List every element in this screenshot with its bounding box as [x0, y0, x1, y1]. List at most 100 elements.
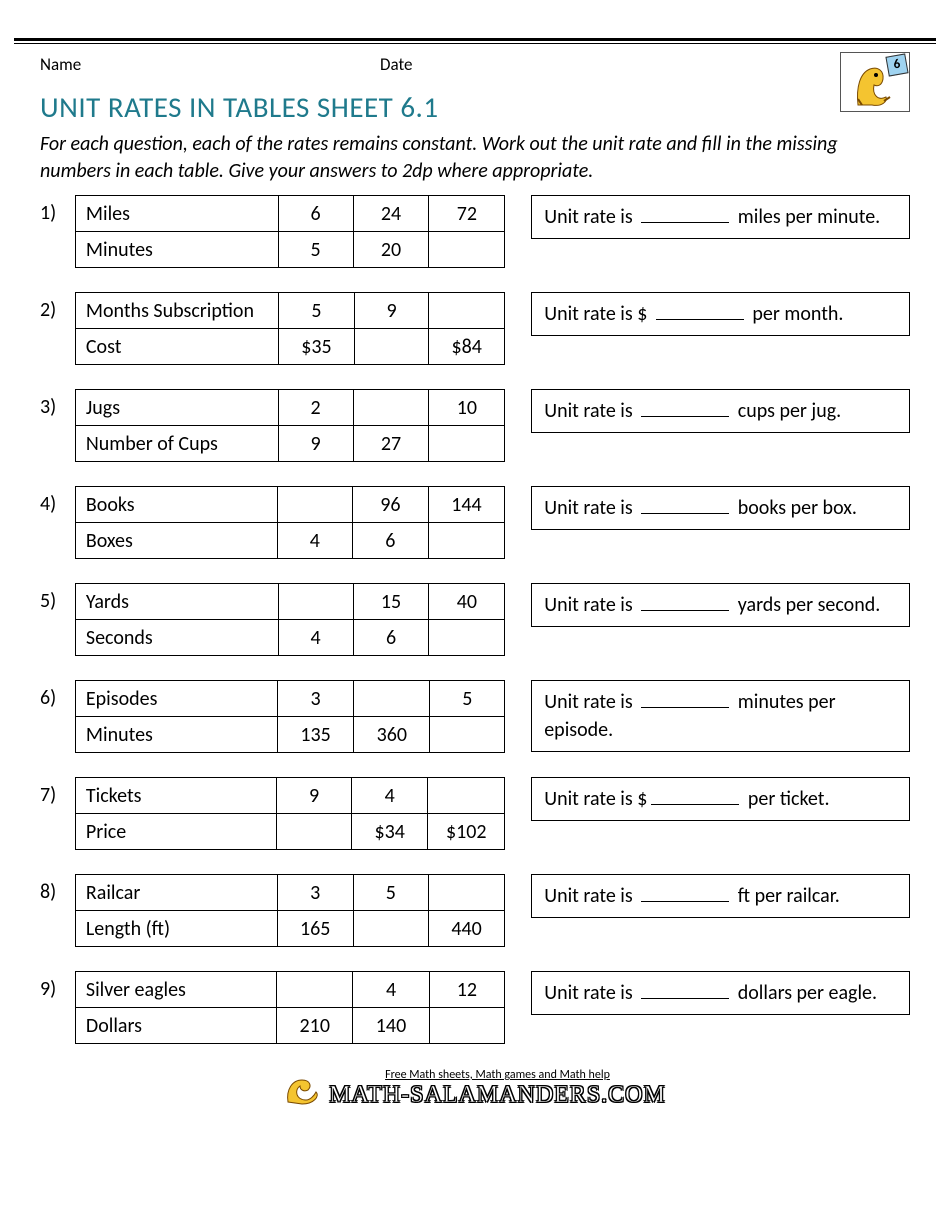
- answer-box: Unit rate is $ per month.: [531, 292, 910, 336]
- row-label: Books: [75, 487, 277, 523]
- row-label: Silver eagles: [75, 972, 276, 1008]
- table-cell: [429, 232, 505, 268]
- answer-blank[interactable]: [641, 882, 729, 902]
- question-row: 6)Episodes35Minutes135360Unit rate is mi…: [40, 680, 910, 753]
- question-number: 6): [40, 680, 75, 710]
- answer-prefix: Unit rate is: [544, 496, 637, 520]
- table-cell: 27: [353, 426, 429, 462]
- answer-suffix: miles per minute.: [733, 205, 880, 229]
- table-row: Railcar35: [75, 875, 504, 911]
- table-cell: 72: [429, 196, 505, 232]
- rate-table: Yards1540Seconds46: [75, 583, 505, 656]
- table-cell: 135: [277, 717, 353, 753]
- row-label: Price: [75, 814, 276, 850]
- table-row: Boxes46: [75, 523, 504, 559]
- row-label: Length (ft): [75, 911, 277, 947]
- table-cell: 24: [353, 196, 429, 232]
- table-cell: 9: [277, 778, 352, 814]
- row-label: Miles: [75, 196, 278, 232]
- table-cell: 6: [278, 196, 353, 232]
- table-row: Silver eagles 412: [75, 972, 504, 1008]
- table-cell: 4: [352, 778, 428, 814]
- question-row: 4)Books96144Boxes46Unit rate is books pe…: [40, 486, 910, 559]
- footer-brand: MATH-SALAMANDERS.COM: [329, 1082, 666, 1109]
- answer-blank[interactable]: [641, 203, 729, 223]
- answer-box: Unit rate is miles per minute.: [531, 195, 910, 239]
- table-cell: $84: [429, 329, 505, 365]
- row-label: Minutes: [75, 232, 278, 268]
- table-row: Minutes135360: [75, 717, 504, 753]
- answer-prefix: Unit rate is: [544, 593, 637, 617]
- question-number: 3): [40, 389, 75, 419]
- table-cell: [430, 717, 505, 753]
- table-cell: 3: [277, 681, 353, 717]
- instructions-text: For each question, each of the rates rem…: [40, 131, 910, 185]
- table-cell: [429, 620, 505, 656]
- answer-box: Unit rate is yards per second.: [531, 583, 910, 627]
- row-label: Seconds: [75, 620, 278, 656]
- rate-table: Tickets94 Price $34$102: [75, 777, 505, 850]
- table-cell: [428, 875, 504, 911]
- table-row: Yards1540: [75, 584, 504, 620]
- questions-container: 1)Miles62472Minutes520Unit rate is miles…: [40, 195, 910, 1044]
- table-cell: 96: [352, 487, 428, 523]
- table-cell: [354, 681, 430, 717]
- table-cell: 12: [429, 972, 505, 1008]
- question-row: 2)Months Subscription59Cost$35$84Unit ra…: [40, 292, 910, 365]
- table-cell: [429, 1008, 505, 1044]
- answer-suffix: per month.: [748, 302, 844, 326]
- row-label: Cost: [75, 329, 278, 365]
- grade-badge: 6: [885, 53, 908, 76]
- date-label: Date: [380, 54, 412, 75]
- answer-blank[interactable]: [641, 591, 729, 611]
- table-cell: [429, 293, 505, 329]
- page-footer: Free Math sheets, Math games and Math he…: [40, 1068, 910, 1109]
- question-number: 5): [40, 583, 75, 613]
- table-cell: 144: [428, 487, 504, 523]
- row-label: Boxes: [75, 523, 277, 559]
- answer-prefix: Unit rate is $: [544, 302, 652, 326]
- question-row: 1)Miles62472Minutes520Unit rate is miles…: [40, 195, 910, 268]
- worksheet-page: Name Date 6 UNIT RATES IN TABLES SHEET 6…: [0, 44, 950, 1109]
- row-label: Railcar: [75, 875, 277, 911]
- answer-blank[interactable]: [651, 785, 739, 805]
- table-cell: [278, 584, 353, 620]
- table-cell: $34: [352, 814, 428, 850]
- table-cell: 9: [278, 426, 353, 462]
- table-row: Number of Cups927: [75, 426, 504, 462]
- table-cell: 2: [278, 390, 353, 426]
- table-row: Dollars210140: [75, 1008, 504, 1044]
- question-row: 5)Yards1540Seconds46 Unit rate is yards p…: [40, 583, 910, 656]
- question-number: 2): [40, 292, 75, 322]
- table-cell: [428, 778, 505, 814]
- answer-blank[interactable]: [641, 688, 729, 708]
- table-cell: 5: [279, 293, 355, 329]
- table-cell: [277, 972, 353, 1008]
- table-cell: 5: [353, 875, 428, 911]
- table-cell: 20: [353, 232, 429, 268]
- rate-table: Miles62472Minutes520: [75, 195, 505, 268]
- answer-prefix: Unit rate is: [544, 205, 637, 229]
- row-label: Tickets: [75, 778, 276, 814]
- table-cell: [428, 523, 504, 559]
- answer-blank[interactable]: [641, 397, 729, 417]
- table-row: Cost$35$84: [75, 329, 504, 365]
- answer-box: Unit rate is cups per jug.: [531, 389, 910, 433]
- table-cell: 4: [353, 972, 429, 1008]
- table-row: Seconds46: [75, 620, 504, 656]
- name-label: Name: [40, 54, 380, 75]
- question-number: 8): [40, 874, 75, 904]
- table-cell: 140: [353, 1008, 429, 1044]
- table-cell: 440: [428, 911, 504, 947]
- table-cell: 210: [277, 1008, 353, 1044]
- table-row: Length (ft)165440: [75, 911, 504, 947]
- table-cell: $102: [428, 814, 505, 850]
- answer-box: Unit rate is $ per ticket.: [531, 777, 910, 821]
- answer-prefix: Unit rate is: [544, 884, 637, 908]
- answer-box: Unit rate is books per box.: [531, 486, 910, 530]
- answer-blank[interactable]: [641, 494, 729, 514]
- rate-table: Months Subscription59Cost$35$84: [75, 292, 505, 365]
- table-cell: [429, 426, 505, 462]
- answer-blank[interactable]: [656, 300, 744, 320]
- answer-blank[interactable]: [641, 979, 729, 999]
